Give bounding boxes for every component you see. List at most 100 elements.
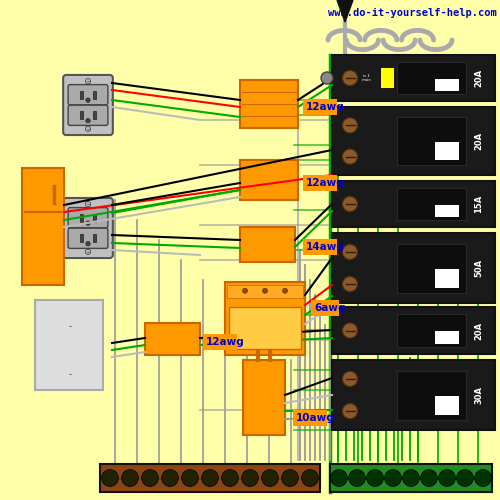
Circle shape: [202, 470, 218, 486]
Circle shape: [384, 470, 402, 486]
Bar: [303, 239, 336, 255]
Circle shape: [420, 470, 438, 486]
Circle shape: [342, 196, 357, 212]
Bar: [240, 160, 298, 200]
Bar: [74, 356, 78, 364]
Bar: [332, 360, 495, 430]
Bar: [435, 269, 459, 287]
Circle shape: [68, 324, 72, 329]
Circle shape: [86, 242, 90, 246]
Circle shape: [474, 470, 492, 486]
Circle shape: [242, 470, 258, 486]
FancyBboxPatch shape: [68, 228, 108, 248]
Text: 15A: 15A: [474, 195, 483, 213]
FancyBboxPatch shape: [63, 198, 113, 258]
Circle shape: [342, 244, 357, 260]
Circle shape: [262, 288, 268, 294]
Bar: [435, 142, 459, 160]
Bar: [435, 78, 459, 91]
Circle shape: [342, 323, 357, 338]
Text: 20A: 20A: [474, 132, 483, 150]
Bar: [330, 464, 492, 492]
Circle shape: [348, 470, 366, 486]
Bar: [22, 168, 64, 285]
Circle shape: [86, 98, 90, 102]
Circle shape: [402, 470, 419, 486]
Bar: [80, 112, 84, 119]
Text: 20A: 20A: [474, 69, 483, 87]
Polygon shape: [337, 0, 353, 22]
Bar: [435, 331, 459, 344]
Bar: [381, 68, 394, 88]
FancyBboxPatch shape: [68, 208, 108, 228]
Circle shape: [86, 249, 90, 254]
Circle shape: [282, 470, 298, 486]
Text: 12awg: 12awg: [206, 337, 245, 347]
Bar: [80, 214, 84, 222]
Bar: [397, 188, 466, 220]
Bar: [92, 91, 96, 98]
FancyBboxPatch shape: [45, 320, 95, 380]
Circle shape: [456, 470, 473, 486]
Circle shape: [86, 126, 90, 132]
Bar: [80, 91, 84, 98]
Bar: [92, 234, 96, 242]
Circle shape: [321, 72, 333, 84]
Circle shape: [342, 372, 357, 386]
Circle shape: [68, 371, 72, 376]
Bar: [240, 80, 298, 128]
Bar: [332, 307, 495, 354]
Circle shape: [86, 118, 90, 123]
Bar: [227, 285, 303, 298]
Circle shape: [86, 221, 90, 226]
Bar: [397, 314, 466, 347]
Bar: [397, 370, 466, 420]
Circle shape: [122, 470, 138, 486]
Bar: [203, 334, 236, 350]
Bar: [80, 234, 84, 242]
Bar: [332, 107, 495, 175]
Bar: [397, 117, 466, 165]
Circle shape: [102, 470, 118, 486]
Circle shape: [242, 288, 248, 294]
Circle shape: [222, 470, 238, 486]
Bar: [332, 233, 495, 303]
Bar: [100, 464, 320, 492]
FancyBboxPatch shape: [50, 350, 90, 370]
Text: 30A: 30A: [474, 386, 483, 404]
Bar: [397, 62, 466, 94]
Bar: [435, 396, 459, 414]
Bar: [303, 175, 336, 191]
Bar: [303, 99, 336, 115]
Circle shape: [366, 470, 384, 486]
FancyBboxPatch shape: [68, 84, 108, 105]
Circle shape: [86, 202, 90, 207]
FancyBboxPatch shape: [50, 330, 90, 350]
Circle shape: [342, 118, 357, 133]
FancyBboxPatch shape: [63, 75, 113, 135]
Bar: [240, 227, 295, 262]
Bar: [92, 112, 96, 119]
Bar: [332, 55, 495, 101]
Circle shape: [182, 470, 198, 486]
Circle shape: [302, 470, 318, 486]
Text: 12awg: 12awg: [306, 178, 345, 188]
Bar: [35, 300, 103, 390]
Circle shape: [282, 288, 288, 294]
Circle shape: [162, 470, 178, 486]
Circle shape: [342, 404, 357, 418]
Text: is 1
main: is 1 main: [362, 74, 371, 82]
Circle shape: [86, 78, 90, 84]
Text: www.do-it-yourself-help.com: www.do-it-yourself-help.com: [328, 8, 497, 18]
Bar: [92, 214, 96, 222]
Circle shape: [330, 470, 347, 486]
Bar: [332, 181, 495, 227]
Bar: [62, 356, 66, 364]
Bar: [435, 204, 459, 217]
Bar: [311, 300, 339, 316]
Circle shape: [68, 364, 72, 368]
Bar: [225, 282, 305, 355]
Circle shape: [342, 276, 357, 291]
Text: 10awg: 10awg: [296, 413, 335, 423]
Text: 20A: 20A: [474, 322, 483, 340]
